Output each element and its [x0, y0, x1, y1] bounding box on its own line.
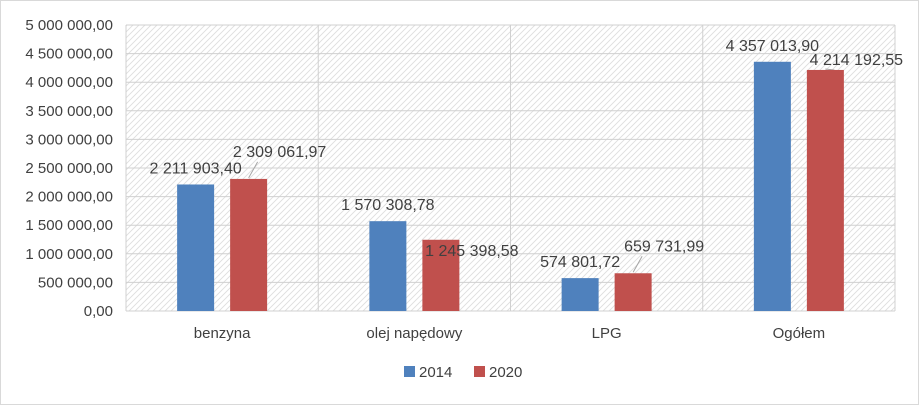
x-tick-label: olej napędowy [366, 325, 462, 342]
data-label-2014: 1 570 308,78 [341, 197, 435, 214]
legend-swatch-2020 [474, 366, 485, 377]
y-tick-label: 1 000 000,00 [25, 246, 113, 263]
bar-2014 [753, 61, 791, 311]
bar-2014 [561, 278, 599, 311]
y-tick-label: 2 000 000,00 [25, 189, 113, 206]
category-separators [125, 25, 896, 311]
legend-label: 2020 [489, 364, 522, 381]
bar-2020 [230, 178, 268, 311]
x-tick-label: Ogółem [773, 325, 826, 342]
leader-line [632, 256, 643, 273]
bar-2014 [177, 184, 215, 311]
bar-2020 [614, 273, 652, 311]
data-label-2020: 659 731,99 [624, 238, 704, 255]
legend-label: 2014 [419, 364, 452, 381]
x-tick-label: LPG [592, 325, 622, 342]
x-axis-ticks: benzyna olej napędowy LPG Ogółem [194, 325, 825, 342]
data-label-2020: 2 309 061,97 [233, 144, 327, 161]
leader-lines [248, 68, 835, 273]
bar-2020 [806, 69, 844, 312]
y-tick-label: 3 500 000,00 [25, 103, 113, 120]
y-tick-label: 4 000 000,00 [25, 74, 113, 91]
bars [177, 61, 844, 312]
y-tick-label: 0,00 [84, 303, 113, 320]
data-label-2020: 1 245 398,58 [425, 243, 519, 260]
data-label-2014: 4 357 013,90 [726, 38, 820, 55]
data-labels: 2 211 903,402 309 061,97 1 570 308,78 1 24… [150, 38, 904, 271]
y-tick-label: 500 000,00 [38, 274, 113, 291]
legend-swatch-2014 [404, 366, 415, 377]
x-tick-label: benzyna [194, 325, 251, 342]
y-tick-label: 1 500 000,00 [25, 217, 113, 234]
leader-line [248, 161, 259, 179]
bar-2020 [422, 239, 460, 311]
y-tick-label: 5 000 000,00 [25, 17, 113, 34]
y-axis-ticks: 0,00 500 000,00 1 000 000,00 1 500 000,00 2 … [25, 17, 113, 320]
legend: 2014 2020 [404, 364, 522, 381]
y-tick-label: 4 500 000,00 [25, 46, 113, 63]
data-label-2020: 4 214 192,55 [810, 52, 904, 69]
y-tick-label: 3 000 000,00 [25, 131, 113, 148]
data-label-2014: 2 211 903,40 [150, 160, 242, 177]
bar-2014 [369, 221, 407, 311]
leader-line [825, 68, 835, 71]
data-label-2014: 574 801,72 [540, 254, 620, 271]
y-tick-label: 2 500 000,00 [25, 160, 113, 177]
